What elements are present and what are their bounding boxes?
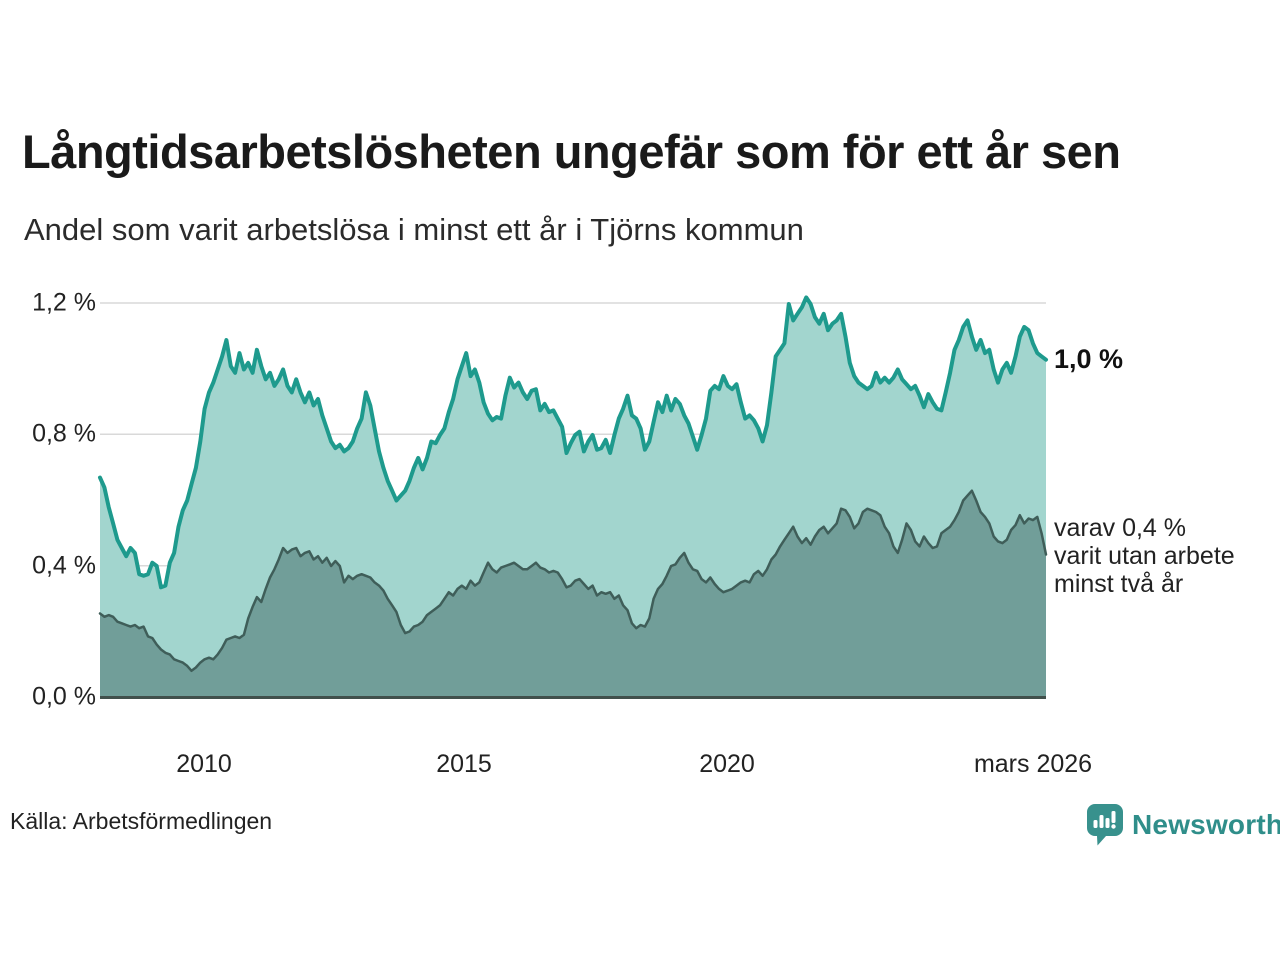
source-credit: Källa: Arbetsförmedlingen [10,808,273,834]
y-tick-0_0: 0,0 % [32,682,96,711]
series1-line [98,295,1048,590]
page-subtitle: Andel som varit arbetslösa i minst ett å… [24,212,804,247]
x-tick-2015: 2015 [436,750,492,778]
logo-bars-icon [1093,811,1116,829]
series2-annotation-line3: minst två år [1054,570,1184,598]
page-title: Långtidsarbetslösheten ungefär som för e… [22,125,1121,178]
series2-line [98,489,1048,673]
logo-bubble-shape [1087,804,1123,846]
series2-area [100,490,1046,697]
newsworthy-logo-icon [1087,804,1123,846]
y-tick-0_8: 0,8 % [32,419,96,448]
series2-annotation-line1: varav 0,4 % [1054,514,1187,542]
x-tick-2020: 2020 [699,750,755,778]
brand-lockup: Newsworthy [1086,802,1280,848]
series1-end-value-label: 1,0 % [1054,344,1124,374]
x-tick-mars-2026: mars 2026 [973,750,1093,778]
y-tick-0_4: 0,4 % [32,551,96,580]
x-tick-2010: 2010 [176,750,232,778]
series2-annotation: varav 0,4 % varit utan arbete minst två … [1054,514,1235,598]
brand-name: Newsworthy [1132,809,1280,840]
series2-annotation-line2: varit utan arbete [1054,542,1235,570]
y-tick-1_2: 1,2 % [32,288,96,317]
